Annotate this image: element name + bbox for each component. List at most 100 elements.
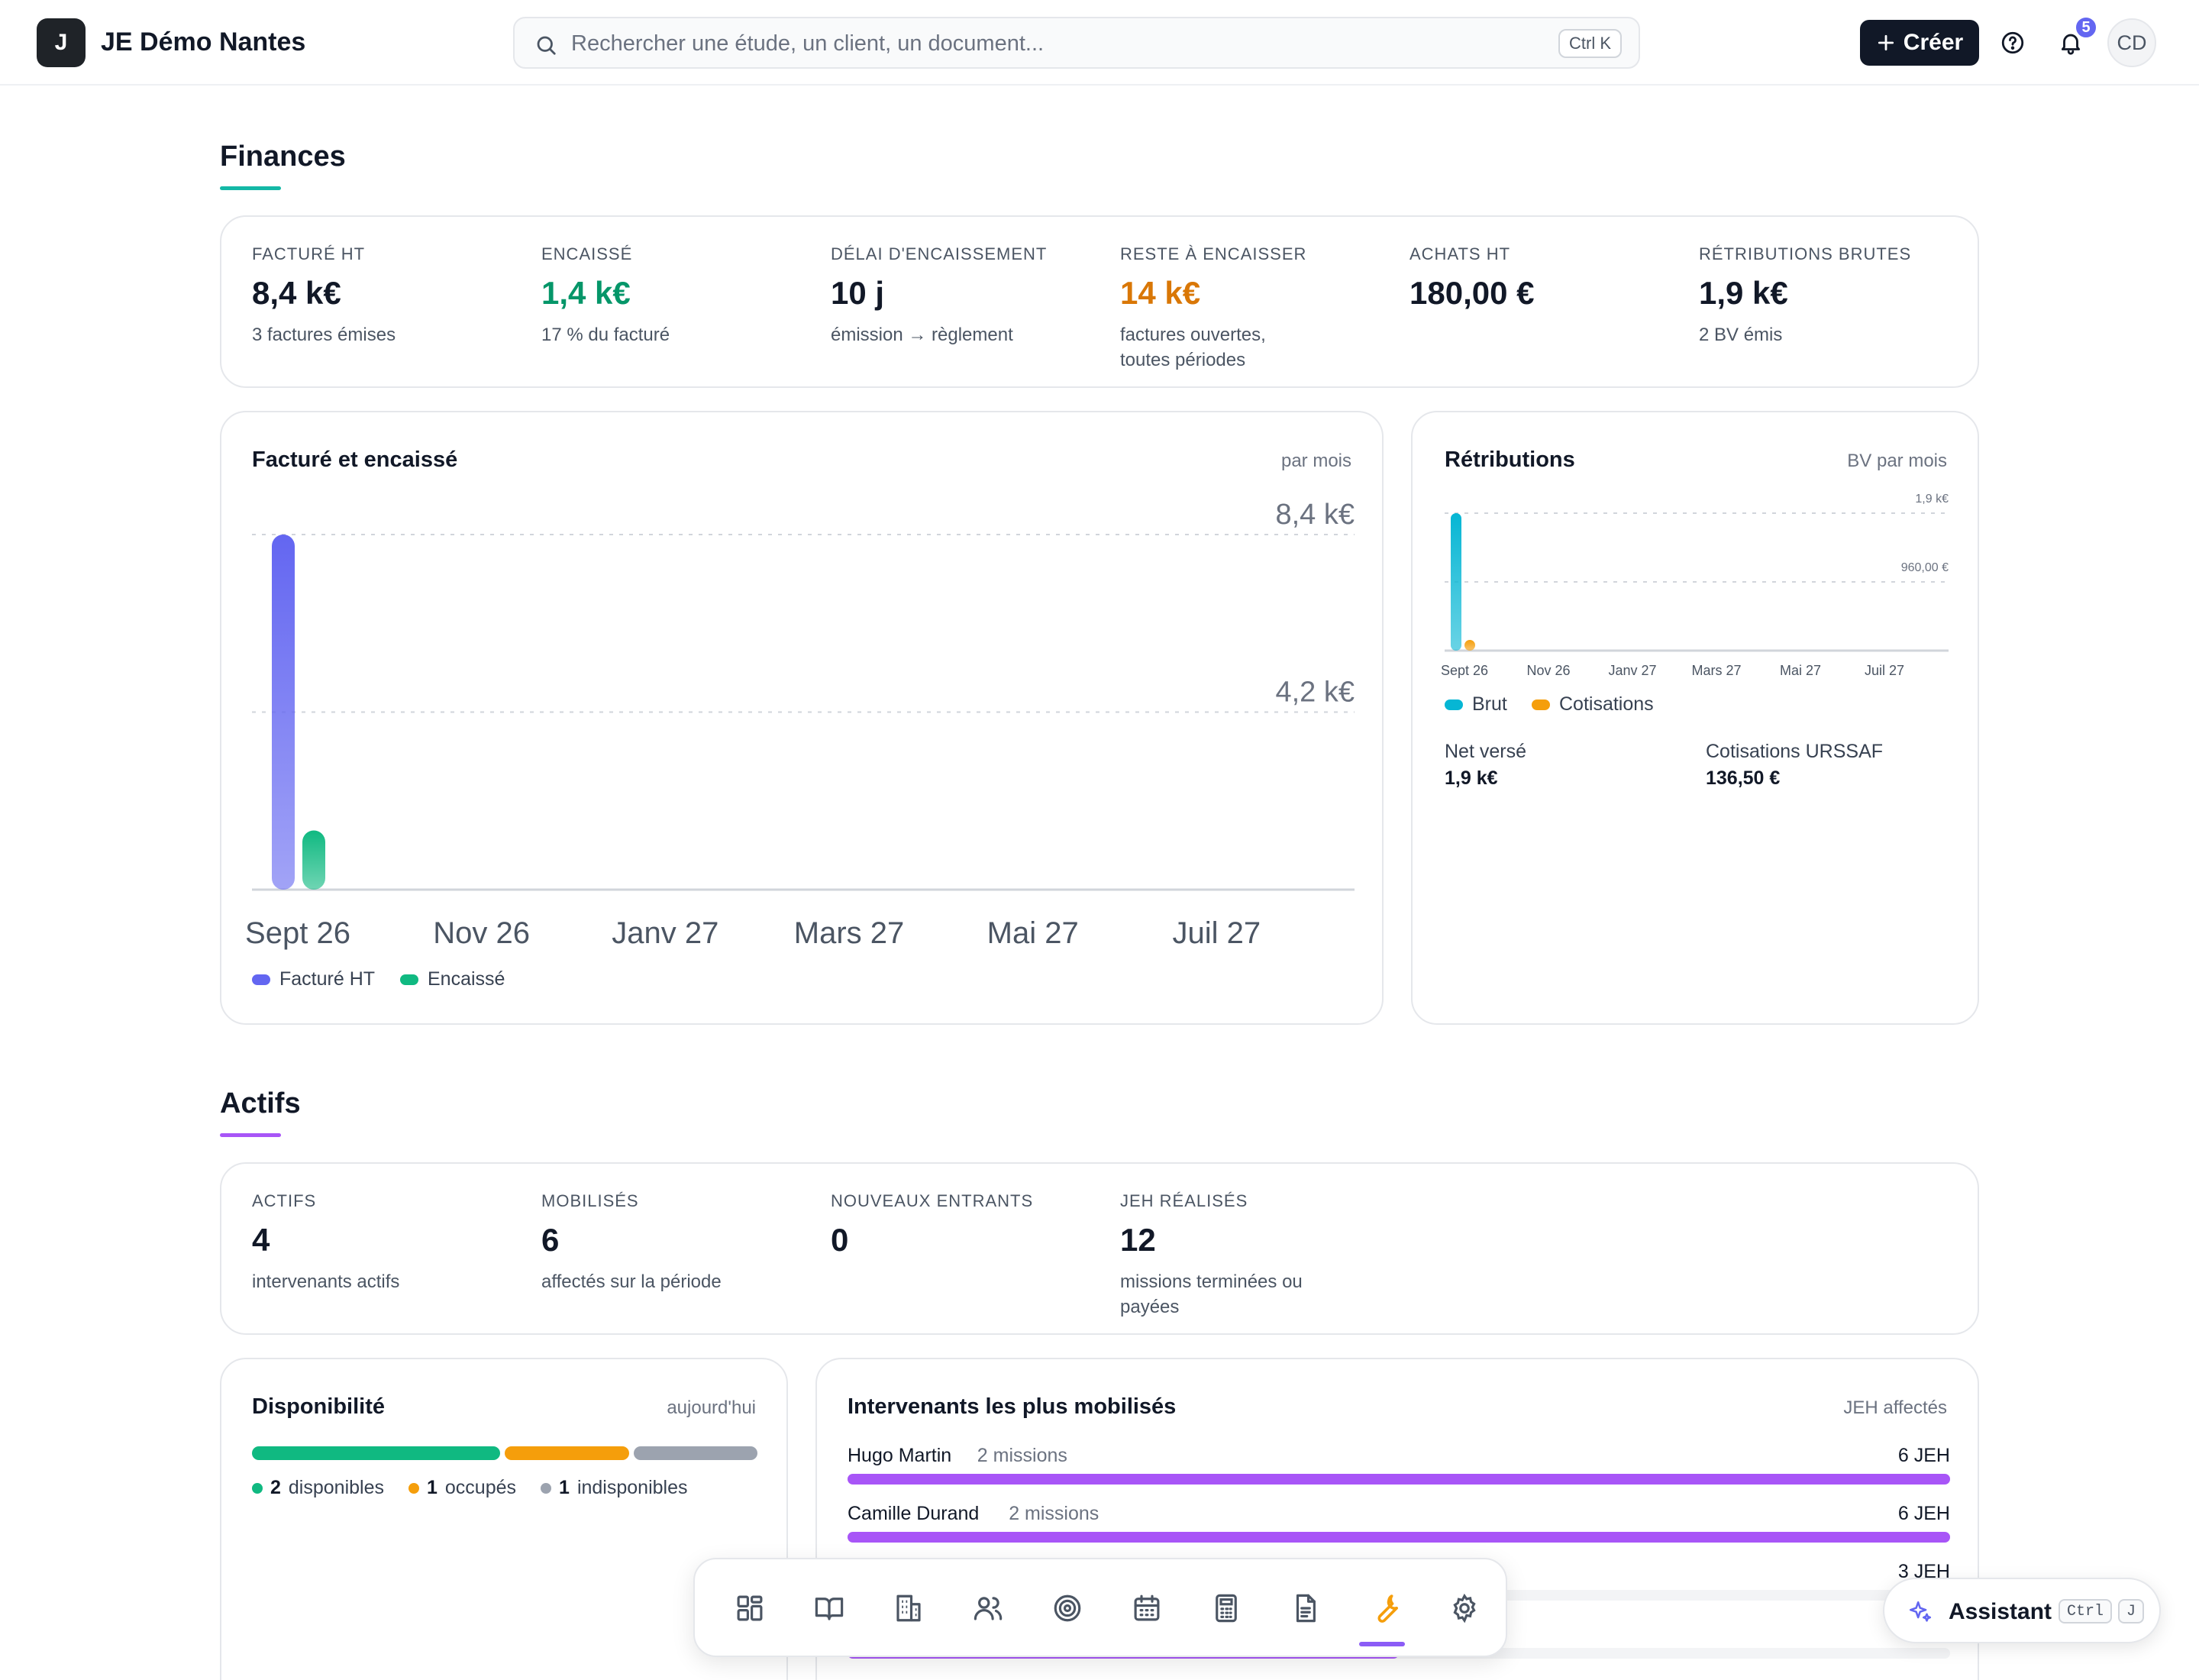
person-missions: 2 missions — [977, 1445, 1067, 1466]
calendar-icon — [1134, 1594, 1160, 1621]
x-tick-label: Janv 27 — [612, 916, 718, 950]
kpi-value: 10 j — [831, 275, 885, 311]
finance-kpi: Encaissé 1,4 k€ 17 % du facturé — [541, 244, 801, 347]
create-label: Créer — [1903, 30, 1964, 55]
availability-bar — [252, 1446, 757, 1460]
x-tick-label: Nov 26 — [433, 916, 530, 950]
kpi-subtext: affectés sur la période — [541, 1271, 722, 1292]
kpi-subtext: 2 BV émis — [1699, 325, 1783, 345]
assistant-button[interactable]: Assistant Ctrl J — [1883, 1578, 2161, 1643]
legend-brut-swatch — [1445, 699, 1463, 710]
availability-label: indisponibles — [576, 1477, 688, 1498]
assistant-kbd-j: J — [2118, 1599, 2145, 1623]
kpi-value: 1,9 k€ — [1699, 275, 1788, 311]
dock-documents[interactable] — [1281, 1584, 1330, 1633]
document-icon — [1296, 1594, 1316, 1623]
jeh-track — [848, 1532, 1950, 1543]
plus-icon — [1878, 34, 1894, 51]
jeh-bar — [848, 1532, 1950, 1543]
dock-targets[interactable] — [1043, 1584, 1092, 1633]
urssaf-value: 136,50 € — [1706, 767, 1781, 789]
kpi-value: 14 k€ — [1120, 275, 1201, 311]
top-bar: J JE Démo Nantes Ctrl K Créer 5 CD — [0, 0, 2199, 86]
x-tick-label: Mars 27 — [1691, 663, 1741, 678]
availability-segment — [505, 1446, 629, 1460]
table-row[interactable]: Hugo Martin 2 missions 6 JEH — [848, 1445, 1950, 1491]
target-icon — [1054, 1594, 1081, 1622]
avatar[interactable]: CD — [2107, 18, 2156, 67]
legend-facture: Facturé HT — [252, 968, 375, 990]
kpi-value: 4 — [252, 1222, 270, 1258]
dock-calendar[interactable] — [1122, 1584, 1171, 1633]
dock-calculator[interactable] — [1202, 1584, 1251, 1633]
net-verse-value: 1,9 k€ — [1445, 767, 1498, 789]
availability-dot — [252, 1482, 263, 1494]
search-input[interactable] — [571, 26, 1487, 61]
actifs-underline — [220, 1133, 281, 1137]
notifications-button[interactable] — [2054, 26, 2088, 60]
availability-count: 2 — [270, 1477, 281, 1498]
kpi-label: Mobilisés — [541, 1191, 639, 1210]
legend-cotisations-swatch — [1532, 699, 1550, 710]
availability-segment — [633, 1446, 757, 1460]
org-logo[interactable]: J — [37, 18, 86, 67]
finances-kpi-card: Facturé HT 8,4 k€ 3 factures émises Encaiss… — [220, 215, 1979, 388]
dock-clients[interactable] — [884, 1584, 933, 1633]
users-icon — [974, 1597, 1003, 1620]
finance-kpi: Rétributions brutes 1,9 k€ 2 BV émis — [1699, 244, 1958, 347]
x-tick-label: Mars 27 — [794, 916, 905, 950]
actifs-kpi: Actifs 4 intervenants actifs — [252, 1191, 512, 1294]
availability-meta: aujourd'hui — [667, 1397, 756, 1418]
bottom-dock — [693, 1558, 1507, 1657]
bar-brut[interactable] — [1451, 513, 1461, 651]
search-bar[interactable]: Ctrl K — [513, 17, 1640, 69]
gear-icon — [1453, 1593, 1476, 1623]
x-tick-label: Mai 27 — [1780, 663, 1821, 678]
net-verse-label: Net versé — [1445, 741, 1526, 762]
create-button[interactable]: Créer — [1860, 20, 1979, 66]
bar-cotisations[interactable] — [1464, 640, 1475, 651]
finances-underline — [220, 186, 281, 190]
assistant-label: Assistant — [1949, 1599, 2052, 1624]
kpi-label: Rétributions brutes — [1699, 244, 1912, 263]
availability-dot — [541, 1482, 552, 1494]
legend-cotisations-label: Cotisations — [1559, 693, 1654, 715]
dock-dashboard[interactable] — [725, 1584, 774, 1633]
availability-legend: 2 disponibles 1 occupés 1 indisponibles — [252, 1477, 687, 1499]
availability-title: Disponibilité — [252, 1394, 385, 1419]
legend-encaisse: Encaissé — [400, 968, 505, 990]
bar-factur-ht[interactable] — [272, 535, 295, 890]
sparkle-icon — [1909, 1601, 1932, 1622]
kpi-label: Facturé HT — [252, 244, 366, 263]
retrib-chart-period: BV par mois — [1847, 451, 1947, 471]
mobilized-meta: JEH affectés — [1843, 1397, 1947, 1418]
invoice-chart-period: par mois — [1280, 451, 1351, 471]
net-verse-stat: Net versé 1,9 k€ — [1445, 741, 1526, 790]
person-jeh: 6 JEH — [1897, 1503, 1950, 1524]
search-shortcut: Ctrl K — [1558, 29, 1622, 58]
kpi-value: 0 — [831, 1222, 849, 1258]
x-tick-label: Juil 27 — [1173, 916, 1261, 950]
table-row[interactable]: Camille Durand 2 missions 6 JEH — [848, 1503, 1950, 1549]
retrib-chart-card: Rétributions BV par mois 1,9 k€ 960,00 € S… — [1411, 411, 1979, 1025]
y-tick-label: 960,00 € — [1901, 561, 1949, 574]
bar-encaiss-[interactable] — [302, 830, 325, 890]
legend-encaisse-label: Encaissé — [428, 968, 505, 990]
invoice-chart: 8,4 k€ 4,2 k€ Sept 26 Nov 26 Janv 27 Mars 27 M… — [245, 499, 1355, 950]
x-tick-label: Juil 27 — [1865, 663, 1904, 678]
dock-book[interactable] — [805, 1584, 854, 1633]
org-name[interactable]: JE Démo Nantes — [101, 27, 306, 57]
kpi-value: 180,00 € — [1409, 275, 1535, 311]
kpi-label: Délai d'encaissement — [831, 244, 1048, 263]
x-tick-label: Nov 26 — [1526, 663, 1570, 678]
dock-users[interactable] — [964, 1584, 1012, 1633]
actifs-kpi: Mobilisés 6 affectés sur la période — [541, 1191, 801, 1294]
urssaf-label: Cotisations URSSAF — [1706, 741, 1884, 762]
availability-segment — [252, 1446, 500, 1460]
bell-icon — [2061, 34, 2081, 55]
help-button[interactable] — [1996, 26, 2029, 60]
retrib-chart: 1,9 k€ 960,00 € Sept 26 Nov 26 Janv 27 Mars 2… — [1441, 493, 1949, 678]
dock-tools[interactable] — [1361, 1584, 1409, 1633]
dock-settings[interactable] — [1440, 1584, 1489, 1633]
invoice-chart-card: Facturé et encaissé par mois 8,4 k€ 4,2 k… — [220, 411, 1384, 1025]
